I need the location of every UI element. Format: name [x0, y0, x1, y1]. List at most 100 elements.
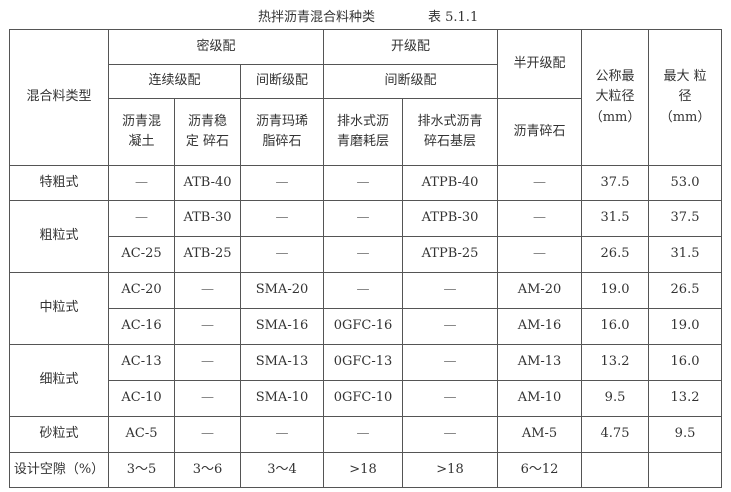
cell-ac: AC-5	[108, 416, 175, 453]
cell-atpb: —	[401, 344, 499, 381]
cell-am: AM-16	[497, 308, 583, 345]
cell-nominal-size: 9.5	[581, 380, 650, 417]
cell-ac: AC-25	[108, 236, 175, 273]
cell-sma: —	[240, 236, 324, 273]
cell-atpb: —	[401, 308, 499, 345]
table-title: 热拌沥青混合料种类	[258, 10, 376, 25]
cell-max-size: 26.5	[648, 272, 723, 309]
cell-atb: ATB-40	[174, 165, 241, 201]
cell-atpb: —	[401, 416, 499, 453]
header-ogfc-line-2: 青磨耗层	[336, 134, 389, 149]
cell-max-size: 16.0	[648, 344, 723, 381]
header-ogfc: 排水式沥 青磨耗层	[323, 98, 403, 166]
cell-sma: 3～4	[240, 452, 324, 488]
cell-atb: —	[174, 272, 241, 309]
table-row: AC-16 — SMA-16 0GFC-16 — AM-16 16.0 19.0	[10, 308, 723, 345]
header-atpb: 排水式沥青 碎石基层	[401, 98, 499, 166]
row-type: 粗粒式	[9, 200, 109, 273]
cell-ogfc: —	[323, 236, 403, 273]
cell-nominal-size: 4.75	[581, 416, 650, 453]
row-type: 中粒式	[9, 272, 109, 345]
table-row: AC-10 — SMA-10 0GFC-10 — AM-10 9.5 13.2	[10, 380, 723, 417]
row-type: 砂粒式	[9, 416, 109, 453]
cell-nominal-size: 16.0	[581, 308, 650, 345]
cell-ac: —	[108, 165, 175, 201]
header-atb: 沥青稳 定 碎石	[174, 98, 241, 166]
header-atb-line-1: 沥青稳	[187, 113, 227, 129]
header-max-line-1: 最大 粒	[663, 69, 707, 85]
cell-ogfc: —	[323, 165, 403, 201]
header-ogfc-line-1: 排水式沥	[336, 113, 389, 129]
header-nominal-max-size: 公称最 大粒径 （mm）	[581, 29, 650, 166]
table-row-design-voids: 设计空隙（%） 3～5 3～6 3～4 >18 >18 6～12	[9, 452, 723, 488]
header-max-line-2: 径	[678, 89, 692, 105]
cell-ogfc: 0GFC-10	[323, 380, 403, 417]
cell-am: AM-20	[497, 272, 583, 309]
cell-am: AM-5	[497, 416, 583, 453]
header-sma-line-1: 沥青玛琋	[255, 113, 308, 129]
cell-sma: SMA-20	[240, 272, 324, 309]
cell-ogfc: 0GFC-13	[323, 344, 403, 381]
cell-atb: ATB-30	[174, 200, 241, 237]
mixture-types-table: 混合料类型 密级配 开级配 半开级配 公称最 大粒径 （mm） 最大 粒 径 （…	[9, 29, 723, 488]
cell-sma: SMA-10	[240, 380, 324, 417]
cell-atb: —	[174, 416, 241, 453]
cell-sma: —	[240, 200, 324, 237]
cell-atb: —	[174, 344, 241, 381]
table-row: 中粒式 AC-20 — SMA-20 — — AM-20 19.0 26.5	[9, 272, 723, 345]
cell-atb: —	[174, 380, 241, 417]
cell-nominal-size	[581, 452, 650, 488]
cell-max-size: 53.0	[648, 165, 723, 201]
header-atpb-line-2: 碎石基层	[424, 134, 477, 149]
cell-max-size: 9.5	[648, 416, 723, 453]
header-ac-line-2: 凝土	[128, 134, 155, 149]
cell-am: AM-13	[497, 344, 583, 381]
row-type: 细粒式	[9, 344, 109, 417]
table-number: 表 5.1.1	[428, 10, 479, 25]
header-ac-line-1: 沥青混	[121, 113, 161, 129]
cell-atpb: —	[401, 380, 499, 417]
cell-ac: AC-10	[108, 380, 175, 417]
cell-atpb: >18	[401, 452, 499, 488]
header-semi-open-graded: 半开级配	[497, 29, 583, 99]
table-row: 砂粒式 AC-5 — — — — AM-5 4.75 9.5	[9, 416, 723, 453]
header-gap-graded-dense: 间断级配	[240, 64, 324, 99]
header-am: 沥青碎石	[497, 98, 583, 166]
cell-ogfc: —	[323, 272, 403, 309]
cell-sma: —	[240, 416, 324, 453]
header-open-graded: 开级配	[322, 29, 499, 65]
cell-nominal-size: 37.5	[581, 165, 650, 201]
cell-atb: —	[174, 308, 241, 345]
header-max-line-3: （mm）	[659, 109, 711, 125]
header-dense-graded: 密级配	[108, 29, 324, 65]
header-max-size: 最大 粒 径 （mm）	[648, 29, 723, 166]
cell-ac: —	[108, 200, 175, 237]
header-atpb-line-1: 排水式沥青	[417, 113, 483, 129]
cell-sma: SMA-13	[240, 344, 324, 381]
row-type: 设计空隙（%）	[9, 452, 109, 488]
cell-ac: AC-20	[108, 272, 175, 309]
header-nominal-line-3: （mm）	[589, 109, 641, 125]
cell-sma: —	[240, 165, 324, 201]
table-row: 细粒式 AC-13 — SMA-13 0GFC-13 — AM-13 13.2 …	[9, 344, 723, 417]
header-gap-graded-open: 间断级配	[322, 64, 499, 99]
cell-max-size: 37.5	[648, 200, 723, 237]
cell-max-size: 19.0	[648, 308, 723, 345]
cell-am: AM-10	[497, 380, 583, 417]
cell-nominal-size: 26.5	[581, 236, 650, 273]
cell-ac: 3～5	[108, 452, 175, 488]
header-atb-line-2: 定 碎石	[185, 134, 230, 149]
cell-nominal-size: 19.0	[581, 272, 650, 309]
table-row: 特粗式 — ATB-40 — — ATPB-40 — 37.5 53.0	[9, 165, 723, 201]
cell-ogfc: —	[323, 416, 403, 453]
cell-atb: ATB-25	[174, 236, 241, 273]
cell-am: —	[497, 200, 583, 237]
cell-ac: AC-13	[108, 344, 175, 381]
header-sma-line-2: 脂碎石	[262, 134, 302, 149]
cell-ogfc: —	[323, 200, 403, 237]
header-ac: 沥青混 凝土	[108, 98, 175, 166]
cell-am: 6～12	[497, 452, 583, 488]
table-row: 粗粒式 — ATB-30 — — ATPB-30 — 31.5 37.5	[9, 200, 723, 273]
header-nominal-line-2: 大粒径	[595, 89, 635, 105]
table-row: AC-25 ATB-25 — — ATPB-25 — 26.5 31.5	[10, 236, 723, 273]
